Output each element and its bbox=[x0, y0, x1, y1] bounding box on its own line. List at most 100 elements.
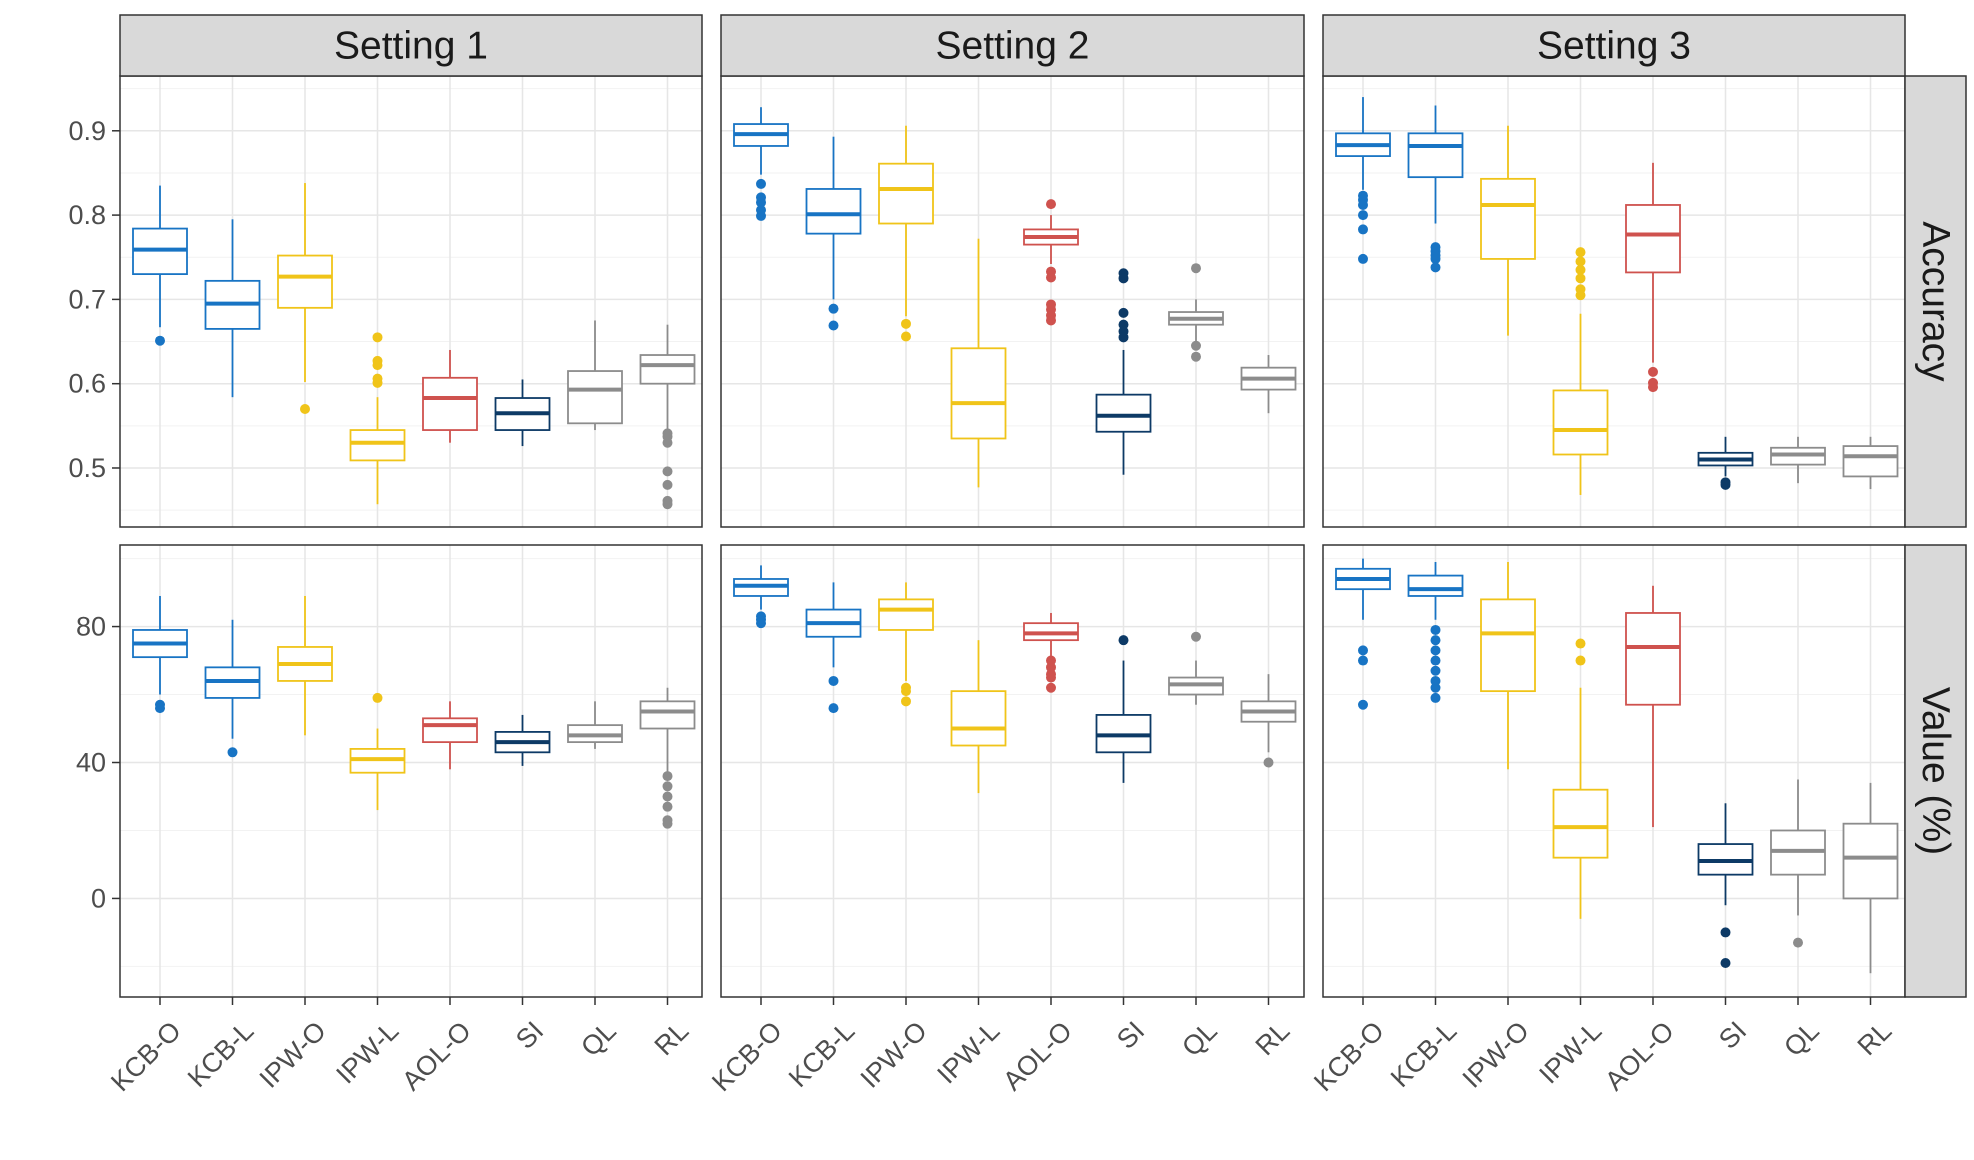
x-tick-label: RL bbox=[1250, 1016, 1296, 1062]
boxes-r0-c0 bbox=[132, 183, 696, 510]
outlier-point bbox=[1430, 253, 1441, 264]
outlier-point bbox=[662, 818, 673, 829]
x-tick-label: KCB-L bbox=[1385, 1016, 1462, 1093]
box-iqr bbox=[1480, 598, 1536, 693]
box-kcb-o bbox=[1335, 558, 1391, 710]
outlier-point bbox=[662, 466, 673, 477]
box-kcb-l bbox=[805, 582, 862, 714]
strip-label: Setting 1 bbox=[334, 25, 488, 68]
outlier-point bbox=[1430, 682, 1441, 693]
box-kcb-l bbox=[204, 219, 261, 398]
box-ipw-o bbox=[1480, 125, 1536, 336]
box-si bbox=[494, 379, 551, 447]
outlier-point bbox=[1575, 256, 1586, 267]
x-tick-label: KCB-O bbox=[1308, 1016, 1390, 1098]
boxes-r1-c1 bbox=[733, 565, 1297, 794]
outlier-point bbox=[1046, 672, 1056, 683]
box-iqr bbox=[878, 598, 934, 631]
box-iqr bbox=[639, 700, 696, 730]
y-axis-value: 0 40 80 bbox=[76, 612, 120, 913]
outlier-point bbox=[1191, 631, 1201, 642]
x-tick-label: SI bbox=[510, 1016, 549, 1055]
box-aol-o bbox=[1023, 612, 1079, 693]
y-tick-label: 80 bbox=[76, 612, 106, 642]
x-tick-label: IPW-L bbox=[1533, 1016, 1607, 1090]
box-iqr bbox=[1407, 132, 1464, 179]
x-tick-label: KCB-L bbox=[182, 1016, 259, 1093]
box-aol-o bbox=[1023, 199, 1079, 326]
y-tick-label: 0.7 bbox=[68, 284, 106, 314]
outlier-point bbox=[1358, 655, 1368, 666]
box-iqr bbox=[1552, 389, 1609, 456]
outlier-point bbox=[756, 210, 766, 221]
x-tick-label: KCB-L bbox=[783, 1016, 860, 1093]
box-iqr bbox=[1480, 177, 1536, 260]
outlier-point bbox=[901, 331, 911, 342]
outlier-point bbox=[1430, 692, 1441, 703]
outlier-point bbox=[1430, 645, 1441, 656]
box-si bbox=[494, 714, 551, 766]
outlier-point bbox=[1575, 290, 1586, 301]
y-tick-label: 0 bbox=[91, 883, 106, 913]
box-iqr bbox=[349, 429, 406, 462]
box-rl bbox=[1240, 355, 1297, 414]
outlier-point bbox=[372, 377, 383, 388]
outlier-point bbox=[662, 499, 673, 510]
box-iqr bbox=[878, 162, 934, 225]
x-tick-label: AOL-O bbox=[1599, 1016, 1680, 1097]
outlier-point bbox=[1720, 479, 1731, 490]
box-ipw-o bbox=[277, 595, 333, 736]
outlier-point bbox=[662, 479, 673, 490]
strip-top-setting-2: Setting 2 bbox=[720, 14, 1305, 77]
outlier-point bbox=[1118, 332, 1129, 343]
box-iqr bbox=[277, 254, 333, 309]
outlier-point bbox=[1575, 638, 1586, 649]
strip-label: Value (%) bbox=[1914, 687, 1957, 855]
box-iqr bbox=[950, 690, 1007, 747]
box-ipw-o bbox=[878, 125, 934, 342]
outlier-point bbox=[1358, 199, 1368, 210]
box-ql bbox=[567, 320, 623, 431]
outlier-point bbox=[1575, 264, 1586, 275]
box-ql bbox=[1770, 779, 1826, 948]
box-ipw-l bbox=[950, 640, 1007, 794]
box-kcb-o bbox=[132, 185, 188, 346]
box-aol-o bbox=[422, 701, 478, 770]
outlier-point bbox=[1118, 307, 1129, 318]
outlier-point bbox=[1358, 253, 1368, 264]
box-iqr bbox=[1842, 445, 1899, 478]
outlier-point bbox=[1191, 340, 1201, 351]
box-iqr bbox=[805, 188, 862, 235]
box-rl bbox=[639, 687, 696, 829]
outlier-point bbox=[662, 781, 673, 792]
box-aol-o bbox=[1625, 162, 1681, 393]
outlier-point bbox=[828, 675, 839, 686]
outlier-point bbox=[662, 437, 673, 448]
outlier-point bbox=[662, 801, 673, 812]
box-ql bbox=[567, 701, 623, 749]
outlier-point bbox=[828, 320, 839, 331]
y-tick-label: 0.9 bbox=[68, 116, 106, 146]
panel-background bbox=[721, 76, 1304, 527]
box-aol-o bbox=[1625, 585, 1681, 828]
outlier-point bbox=[155, 335, 165, 346]
box-iqr bbox=[1625, 612, 1681, 706]
box-ipw-l bbox=[349, 332, 406, 505]
outlier-point bbox=[372, 332, 383, 343]
outlier-point bbox=[662, 791, 673, 802]
strip-label: Setting 2 bbox=[936, 25, 1090, 68]
outlier-point bbox=[1575, 247, 1586, 258]
outlier-point bbox=[1263, 757, 1274, 768]
outlier-point bbox=[901, 696, 911, 707]
outlier-point bbox=[1046, 272, 1056, 283]
outlier-point bbox=[662, 771, 673, 782]
box-kcb-o bbox=[132, 595, 188, 714]
outlier-point bbox=[901, 318, 911, 329]
outlier-point bbox=[1430, 665, 1441, 676]
x-tick-label: IPW-O bbox=[855, 1016, 933, 1094]
box-iqr bbox=[950, 347, 1007, 440]
outlier-point bbox=[227, 747, 238, 758]
x-tick-label: QL bbox=[1778, 1016, 1825, 1063]
